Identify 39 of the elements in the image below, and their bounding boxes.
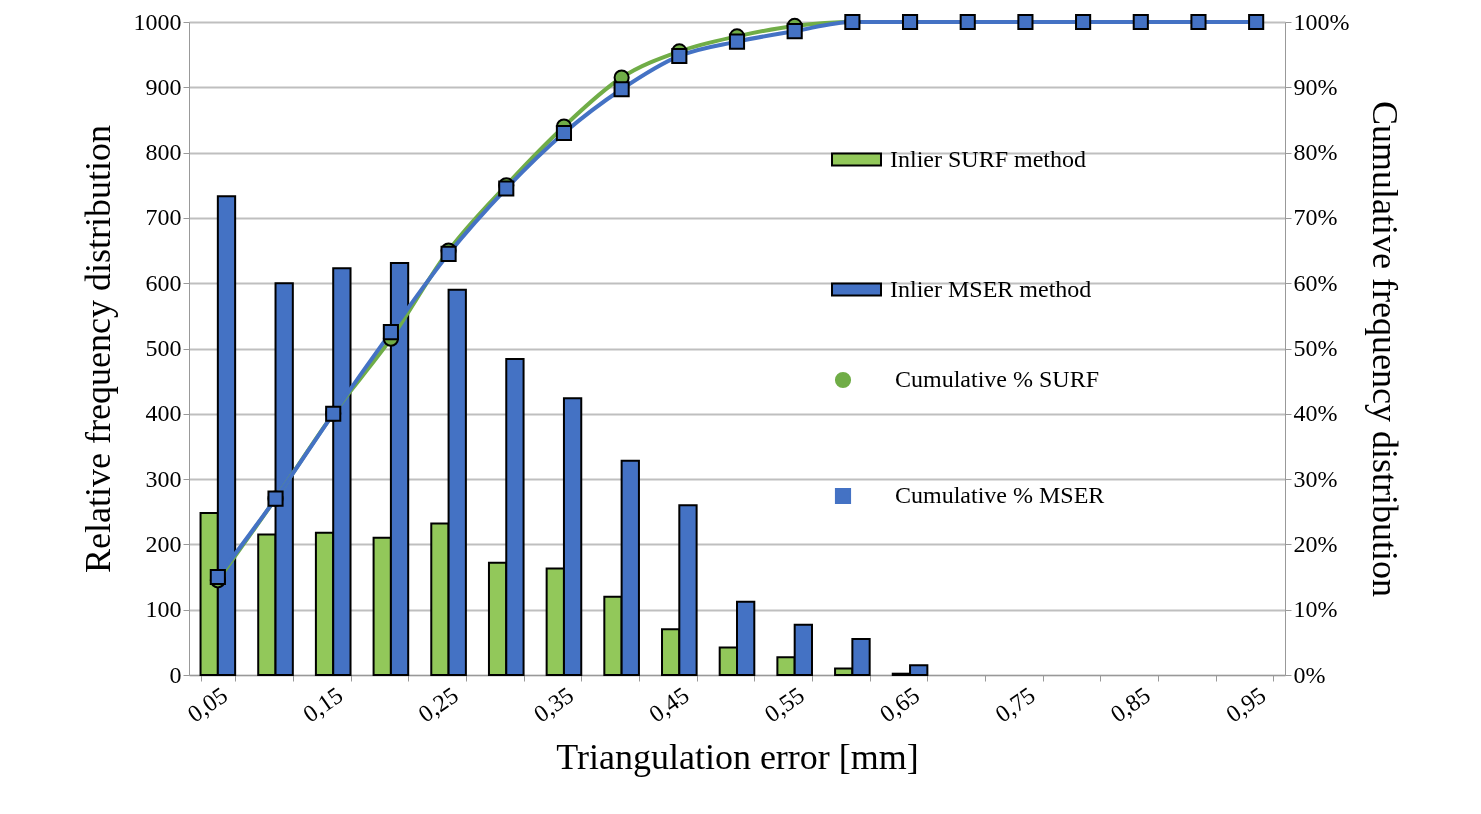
x-tick-label: 0,05: [182, 681, 233, 728]
legend-label: Inlier MSER method: [890, 275, 1092, 302]
legend-label: Cumulative % MSER: [895, 482, 1105, 508]
y2-tick-label: 10%: [1293, 596, 1338, 623]
x-tick-label: 0,35: [528, 681, 579, 728]
y-tick-label: 700: [145, 204, 182, 231]
x-tick-label: 0,65: [875, 681, 925, 728]
y-tick-label: 200: [145, 530, 182, 557]
x-axis-title: Triangulation error [mm]: [556, 737, 919, 778]
x-tick-label: 0,75: [990, 681, 1040, 728]
x-tick-label: 0,55: [759, 681, 809, 728]
x-tick-label: 0,85: [1105, 681, 1156, 728]
y-tick-label: 1000: [133, 8, 182, 35]
legend-label: Cumulative % SURF: [895, 366, 1100, 392]
y2-tick-label: 80%: [1293, 139, 1338, 166]
y-tick-label: 100: [145, 596, 182, 623]
y-tick-label: 900: [145, 73, 182, 100]
y-tick-label: 0: [169, 661, 182, 688]
x-tick-label: 0,45: [644, 681, 694, 728]
y-axis-title: Relative frequency distribution: [77, 125, 118, 573]
y-tick-label: 300: [145, 465, 182, 492]
y2-tick-label: 90%: [1293, 73, 1338, 100]
legend-label: Inlier SURF method: [890, 145, 1086, 172]
y-tick-label: 800: [145, 139, 182, 166]
x-tick-label: 0,95: [1221, 681, 1271, 728]
x-tick-label: 0,25: [413, 681, 463, 728]
y2-tick-label: 60%: [1293, 269, 1338, 296]
y2-tick-label: 0%: [1293, 661, 1326, 688]
y2-tick-label: 50%: [1293, 335, 1338, 361]
y2-axis-title: Cumulative frequency distribution: [1365, 101, 1406, 597]
y2-tick-label: 30%: [1293, 465, 1338, 492]
y2-tick-label: 70%: [1293, 204, 1338, 231]
x-tick-label: 0,15: [298, 681, 348, 728]
y-tick-label: 600: [145, 269, 182, 296]
y-tick-label: 500: [145, 335, 182, 361]
y2-tick-label: 20%: [1293, 530, 1338, 557]
y2-tick-label: 100%: [1293, 8, 1350, 35]
y-tick-label: 400: [145, 400, 182, 427]
y2-tick-label: 40%: [1293, 400, 1338, 427]
